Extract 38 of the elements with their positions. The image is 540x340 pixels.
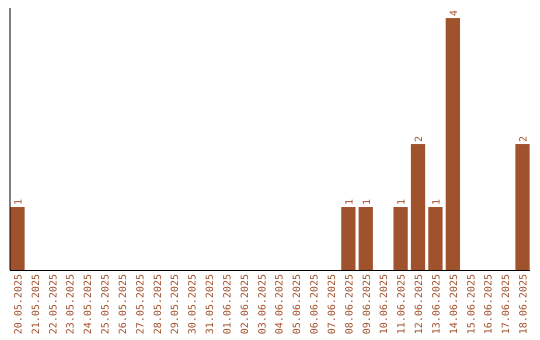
- x-tick-label: 23.05.2025: [66, 274, 77, 334]
- x-tick-label: 07.06.2025: [326, 274, 338, 334]
- data-label: 2: [414, 136, 426, 142]
- x-tick-label: 11.06.2025: [396, 274, 408, 334]
- x-tick-label: 28.05.2025: [152, 274, 164, 334]
- x-tick-label: 09.06.2025: [362, 274, 373, 334]
- x-tick-label: 30.05.2025: [188, 274, 199, 334]
- x-tick-label: 24.05.2025: [83, 274, 94, 334]
- x-tick-label: 18.06.2025: [518, 274, 530, 334]
- x-tick-label: 14.06.2025: [448, 274, 460, 334]
- x-tick-label: 31.05.2025: [205, 274, 216, 334]
- x-tick-label: 02.06.2025: [240, 274, 251, 334]
- x-tick-label: 01.06.2025: [222, 274, 234, 334]
- x-tick-label: 03.06.2025: [257, 274, 268, 334]
- x-tick-label: 25.05.2025: [100, 274, 112, 334]
- data-label: 1: [13, 198, 24, 206]
- x-tick-label: 20.05.2025: [13, 274, 24, 334]
- x-tick-label: 21.05.2025: [30, 274, 42, 334]
- x-tick-label: 26.05.2025: [118, 274, 129, 334]
- x-tick-label: 10.06.2025: [379, 274, 390, 334]
- x-tick-label: 22.05.2025: [48, 274, 60, 334]
- x-tick-label: 08.06.2025: [344, 274, 356, 334]
- data-label: 1: [344, 198, 356, 206]
- x-tick-label: 16.06.2025: [484, 274, 495, 334]
- x-tick-label: 12.06.2025: [414, 274, 426, 334]
- x-tick-label: 17.06.2025: [501, 274, 512, 334]
- x-tick-label: 05.06.2025: [292, 274, 304, 334]
- x-tick-label: 13.06.2025: [431, 274, 442, 334]
- x-tick-label: 15.06.2025: [466, 274, 478, 334]
- data-label: 1: [362, 198, 373, 206]
- data-label: 1: [431, 198, 442, 206]
- data-label: 4: [448, 10, 460, 16]
- x-tick-label: 29.05.2025: [170, 274, 182, 334]
- x-tick-label: 04.06.2025: [274, 274, 286, 334]
- data-label: 2: [518, 136, 530, 142]
- x-tick-label: 06.06.2025: [310, 274, 321, 334]
- x-tick-label: 27.05.2025: [135, 274, 146, 334]
- data-label: 1: [396, 198, 408, 206]
